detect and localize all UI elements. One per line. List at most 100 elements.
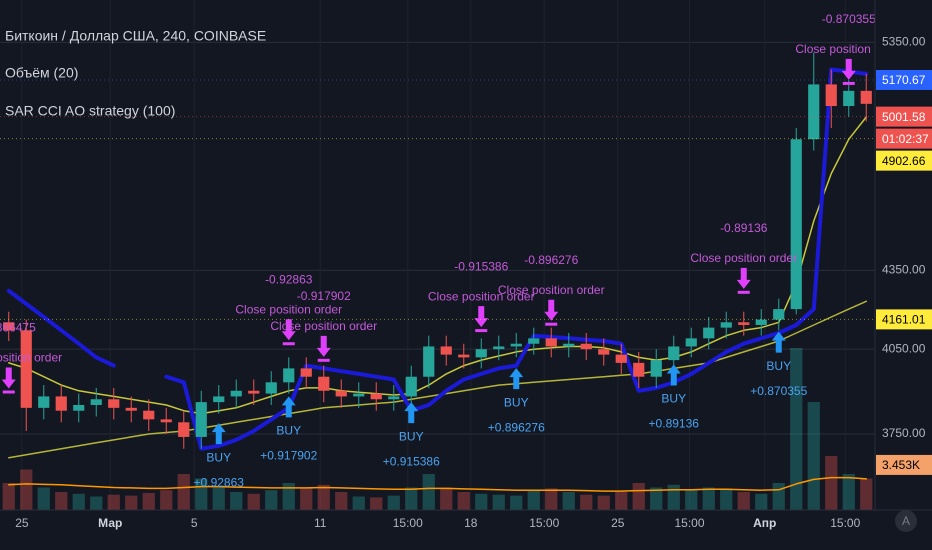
x-tick-label: 11 bbox=[314, 516, 327, 530]
volume-bar bbox=[20, 469, 33, 510]
candle-body bbox=[685, 338, 697, 347]
volume-bar bbox=[230, 492, 243, 510]
candle-body bbox=[755, 319, 767, 325]
volume-bar bbox=[807, 402, 820, 510]
buy-arrow bbox=[404, 402, 419, 424]
candle-body bbox=[493, 346, 505, 350]
candle-body bbox=[160, 419, 172, 423]
overlay-line bbox=[8, 116, 868, 415]
volume-bar bbox=[825, 456, 838, 510]
candle-body bbox=[388, 396, 400, 400]
candle-body bbox=[720, 322, 732, 328]
plot-area: Close position order -0.866475 BUY +0.92863… bbox=[0, 0, 902, 510]
time-axis bbox=[0, 510, 932, 550]
candle-body bbox=[335, 390, 347, 397]
candle-body bbox=[143, 410, 155, 420]
close-arrow bbox=[316, 335, 331, 357]
candle-body bbox=[178, 422, 190, 437]
buy-result: +0.92863 bbox=[194, 475, 245, 489]
close-result: -0.915386 bbox=[454, 259, 508, 273]
candle-body bbox=[615, 354, 627, 363]
candle-body bbox=[633, 362, 645, 377]
volume-bar bbox=[142, 492, 155, 510]
volume-bar bbox=[2, 483, 15, 510]
buy-result: +0.870355 bbox=[750, 384, 807, 398]
price-badge-label: 5001.58 bbox=[882, 110, 926, 124]
volume-bar bbox=[615, 492, 628, 510]
volume-bar bbox=[720, 488, 733, 510]
x-tick-label: 18 bbox=[464, 516, 478, 530]
close-arrow bbox=[841, 58, 856, 80]
logo[interactable] bbox=[895, 510, 917, 532]
y-tick-label: 3750.00 bbox=[882, 426, 926, 440]
volume-bar bbox=[352, 496, 365, 510]
candle-body bbox=[38, 396, 50, 408]
y-tick-label: 5350.00 bbox=[882, 35, 926, 49]
volume-bar bbox=[597, 495, 610, 510]
volume-bar bbox=[125, 495, 138, 510]
candle-body bbox=[300, 368, 312, 377]
candle-body bbox=[843, 90, 855, 107]
close-arrow bbox=[1, 367, 16, 389]
volume-bar bbox=[405, 487, 418, 510]
close-result: -0.917902 bbox=[297, 289, 351, 303]
x-tick-label: Апр bbox=[753, 516, 776, 530]
price-badge-label: 4161.01 bbox=[882, 313, 926, 327]
candle-body bbox=[248, 390, 260, 394]
candle-body bbox=[825, 84, 837, 107]
close-bar bbox=[282, 342, 295, 346]
x-tick-label: 15:00 bbox=[393, 516, 423, 530]
volume-bar bbox=[300, 487, 313, 510]
buy-label: BUY bbox=[661, 392, 686, 406]
x-tick-label: Мар bbox=[98, 516, 122, 530]
close-label: Close position order bbox=[498, 283, 605, 297]
volume-bar bbox=[107, 494, 120, 510]
close-result: -0.896276 bbox=[524, 253, 578, 267]
candle-body bbox=[668, 346, 680, 361]
volume-bar bbox=[90, 496, 103, 510]
buy-result: +0.89136 bbox=[649, 417, 700, 431]
price-badge bbox=[876, 150, 932, 171]
candle-body bbox=[580, 343, 592, 350]
candle-body bbox=[563, 343, 575, 347]
buy-label: BUY bbox=[276, 424, 301, 438]
axes: 3750.00 4050.00 4350.00 5350.00 25 Мар 5 11 15:0… bbox=[0, 35, 932, 530]
volume-bar bbox=[387, 495, 400, 510]
volume-bar bbox=[492, 494, 505, 510]
candle-body bbox=[440, 346, 452, 355]
volume-bar bbox=[457, 492, 470, 510]
volume-bar bbox=[632, 483, 645, 510]
candle-body bbox=[55, 396, 67, 411]
logo-text[interactable]: A bbox=[902, 514, 910, 528]
candle-body bbox=[650, 360, 662, 377]
price-badge-label: 5170.67 bbox=[882, 73, 926, 87]
x-tick-label: 15:00 bbox=[529, 516, 559, 530]
candle-body bbox=[773, 309, 785, 320]
volume-bar bbox=[282, 483, 295, 510]
close-arrow bbox=[736, 267, 751, 289]
volume-bar bbox=[317, 484, 330, 510]
close-bar bbox=[2, 390, 15, 394]
candle-body bbox=[703, 327, 715, 339]
candle-body bbox=[423, 346, 435, 377]
candle-body bbox=[90, 399, 102, 405]
volume-bar bbox=[510, 495, 523, 510]
buy-arrow bbox=[666, 364, 681, 386]
close-bar bbox=[737, 290, 750, 294]
volume-bar bbox=[55, 492, 68, 510]
volume-bar bbox=[772, 483, 785, 510]
volume-bar bbox=[422, 474, 435, 510]
volume-badge bbox=[876, 454, 932, 475]
volume-bar bbox=[860, 478, 873, 510]
y-tick-label: 4050.00 bbox=[882, 341, 926, 355]
candle-body bbox=[370, 393, 382, 400]
volume-bar bbox=[177, 474, 190, 510]
close-bar bbox=[475, 329, 488, 333]
price-badge bbox=[876, 106, 932, 127]
volume-bar bbox=[247, 493, 260, 510]
candle-body bbox=[405, 376, 417, 397]
volume-bar bbox=[685, 490, 698, 510]
indicator-label: SAR CCI AO strategy (100) bbox=[5, 103, 175, 119]
